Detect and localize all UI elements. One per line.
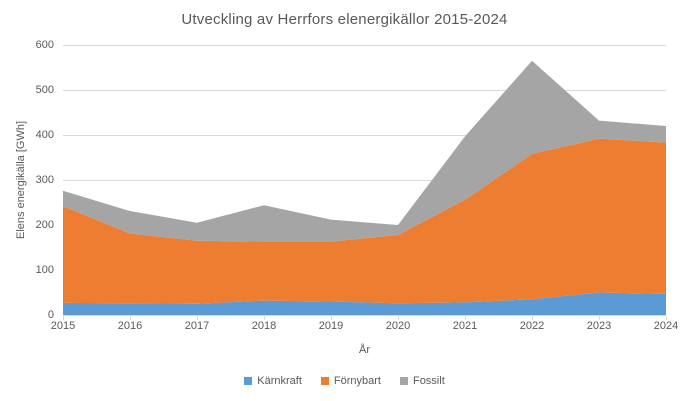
area-series-0-kärnkraft bbox=[63, 292, 666, 315]
x-tick-label: 2016 bbox=[117, 320, 143, 332]
x-tick-label: 2017 bbox=[184, 320, 210, 332]
y-tick-label: 600 bbox=[35, 38, 54, 51]
x-tick-label: 2021 bbox=[452, 320, 478, 332]
legend-swatch-icon bbox=[399, 377, 408, 385]
legend-label: Förnybart bbox=[333, 375, 381, 387]
chart-title: Utveckling av Herrfors elenergikällor 20… bbox=[181, 11, 508, 28]
y-tick-label: 400 bbox=[35, 128, 54, 141]
legend: Kärnkraft Förnybart Fossilt bbox=[0, 375, 689, 387]
x-tick-label: 2015 bbox=[50, 320, 76, 332]
legend-label: Fossilt bbox=[412, 375, 445, 387]
legend-item-kärnkraft: Kärnkraft bbox=[244, 375, 302, 387]
legend-item-fossilt: Fossilt bbox=[399, 375, 445, 387]
area-series-1-förnybart bbox=[63, 138, 666, 304]
y-tick-label: 500 bbox=[35, 83, 54, 96]
legend-item-förnybart: Förnybart bbox=[320, 375, 381, 387]
y-tick-label: 0 bbox=[47, 308, 54, 321]
x-tick-label: 2024 bbox=[653, 320, 679, 332]
y-tick-label: 300 bbox=[35, 173, 54, 186]
x-tick-label: 2020 bbox=[385, 320, 411, 332]
area-series-2-fossilt bbox=[63, 60, 666, 242]
legend-label: Kärnkraft bbox=[257, 375, 302, 387]
x-tick-label: 2019 bbox=[318, 320, 344, 332]
legend-swatch-icon bbox=[244, 377, 253, 385]
legend-swatch-icon bbox=[320, 377, 329, 385]
y-tick-label: 100 bbox=[35, 263, 54, 276]
x-tick-label: 2018 bbox=[251, 320, 277, 332]
y-tick-label: 200 bbox=[35, 218, 54, 231]
x-tick-label: 2023 bbox=[586, 320, 612, 332]
x-tick-label: 2022 bbox=[519, 320, 545, 332]
x-axis-title: År bbox=[359, 344, 370, 356]
